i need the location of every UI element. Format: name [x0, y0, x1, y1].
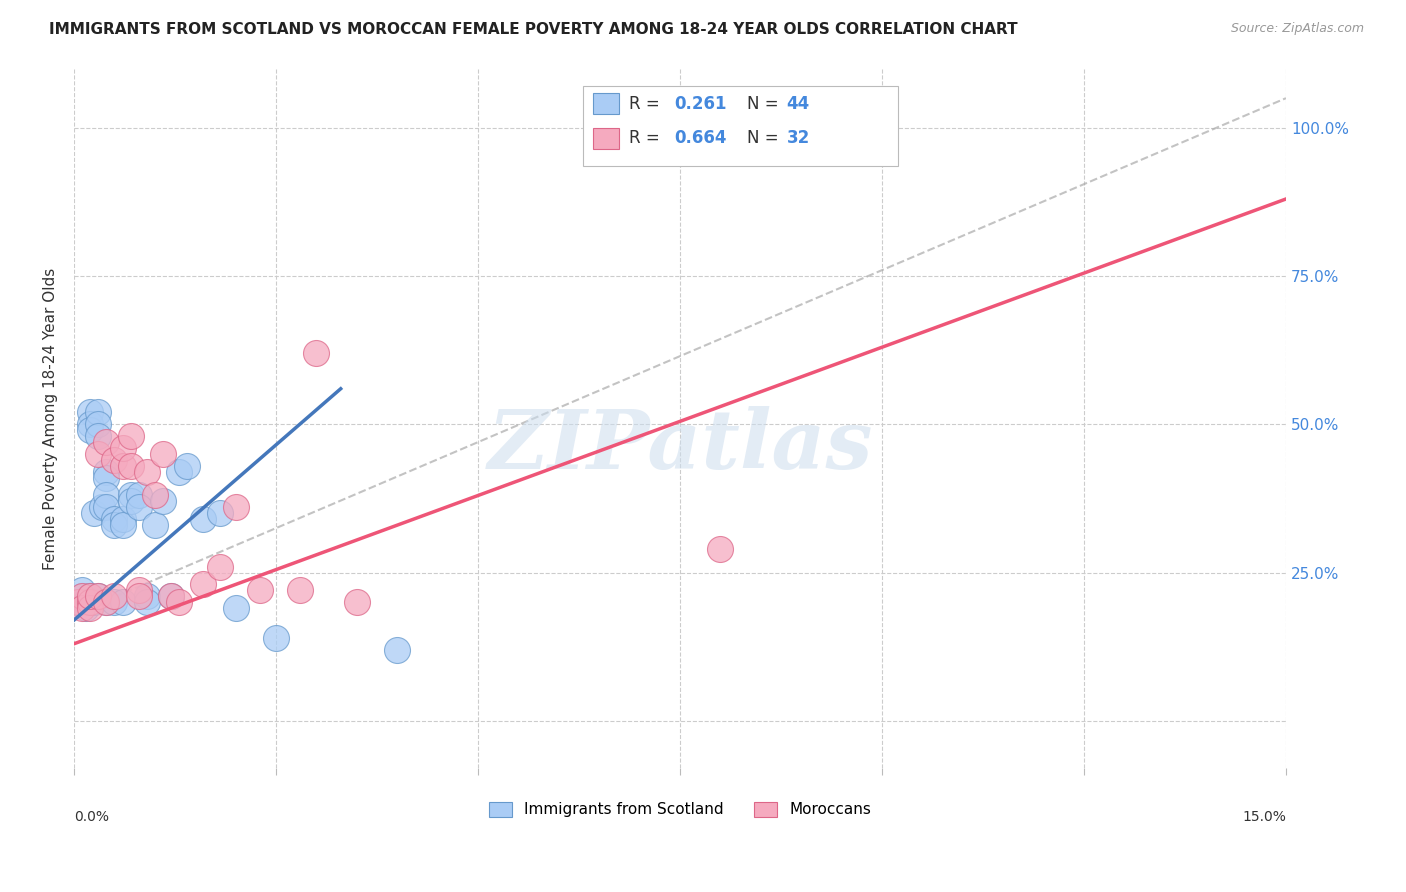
Text: N =: N = [747, 95, 783, 112]
Point [290, 583, 312, 598]
Point [79, 405, 101, 419]
Point [79, 417, 101, 432]
Point [103, 453, 125, 467]
FancyBboxPatch shape [593, 93, 620, 114]
Point [87, 589, 110, 603]
Point [79, 589, 101, 603]
Point [70, 589, 93, 603]
Point [120, 488, 142, 502]
Point [111, 441, 134, 455]
Point [128, 583, 150, 598]
Point [87, 405, 110, 419]
Point [87, 429, 110, 443]
Point [249, 583, 271, 598]
Text: N =: N = [747, 129, 783, 147]
Point [346, 595, 368, 609]
Point [103, 512, 125, 526]
Point [167, 465, 190, 479]
Text: Source: ZipAtlas.com: Source: ZipAtlas.com [1230, 22, 1364, 36]
Text: ZIPatlas: ZIPatlas [488, 407, 873, 486]
Point [193, 512, 215, 526]
Point [128, 488, 150, 502]
Point [152, 447, 174, 461]
Text: 44: 44 [787, 95, 810, 112]
Point [96, 471, 118, 485]
Point [111, 518, 134, 533]
Point [160, 589, 183, 603]
Point [193, 577, 215, 591]
Point [612, 138, 634, 153]
Point [167, 595, 190, 609]
Text: R =: R = [628, 129, 665, 147]
FancyBboxPatch shape [583, 86, 898, 167]
Point [120, 458, 142, 473]
Point [79, 423, 101, 437]
Point [120, 429, 142, 443]
Point [96, 500, 118, 515]
Point [143, 518, 166, 533]
Point [83, 506, 105, 520]
Point [120, 494, 142, 508]
Point [305, 346, 328, 360]
Point [103, 518, 125, 533]
Point [111, 595, 134, 609]
Point [128, 589, 150, 603]
Point [111, 512, 134, 526]
FancyBboxPatch shape [593, 128, 620, 149]
Point [103, 589, 125, 603]
Point [128, 500, 150, 515]
Point [79, 589, 101, 603]
Point [67, 595, 90, 609]
Y-axis label: Female Poverty Among 18-24 Year Olds: Female Poverty Among 18-24 Year Olds [44, 268, 58, 569]
Point [709, 541, 731, 556]
Point [83, 595, 105, 609]
Point [176, 458, 198, 473]
Point [91, 500, 114, 515]
Point [96, 595, 118, 609]
Point [87, 417, 110, 432]
Point [160, 589, 183, 603]
Point [143, 488, 166, 502]
Point [264, 631, 287, 645]
Text: 0.0%: 0.0% [75, 810, 110, 824]
Point [96, 435, 118, 450]
Text: 15.0%: 15.0% [1241, 810, 1286, 824]
Text: 0.664: 0.664 [673, 129, 727, 147]
Point [96, 465, 118, 479]
Point [135, 589, 157, 603]
Point [87, 447, 110, 461]
Point [96, 595, 118, 609]
Point [70, 583, 93, 598]
Point [70, 601, 93, 615]
Point [96, 488, 118, 502]
Text: IMMIGRANTS FROM SCOTLAND VS MOROCCAN FEMALE POVERTY AMONG 18-24 YEAR OLDS CORREL: IMMIGRANTS FROM SCOTLAND VS MOROCCAN FEM… [49, 22, 1018, 37]
Point [135, 465, 157, 479]
Legend: Immigrants from Scotland, Moroccans: Immigrants from Scotland, Moroccans [482, 796, 877, 823]
Point [111, 458, 134, 473]
Point [79, 595, 101, 609]
Point [135, 595, 157, 609]
Point [225, 500, 247, 515]
Point [70, 589, 93, 603]
Point [152, 494, 174, 508]
Point [75, 601, 97, 615]
Point [208, 559, 231, 574]
Point [225, 601, 247, 615]
Point [870, 138, 893, 153]
Point [208, 506, 231, 520]
Point [387, 642, 409, 657]
Text: R =: R = [628, 95, 665, 112]
Text: 0.261: 0.261 [673, 95, 727, 112]
Point [79, 601, 101, 615]
Point [87, 589, 110, 603]
Point [103, 595, 125, 609]
Point [67, 595, 90, 609]
Point [75, 595, 97, 609]
Text: 32: 32 [787, 129, 810, 147]
